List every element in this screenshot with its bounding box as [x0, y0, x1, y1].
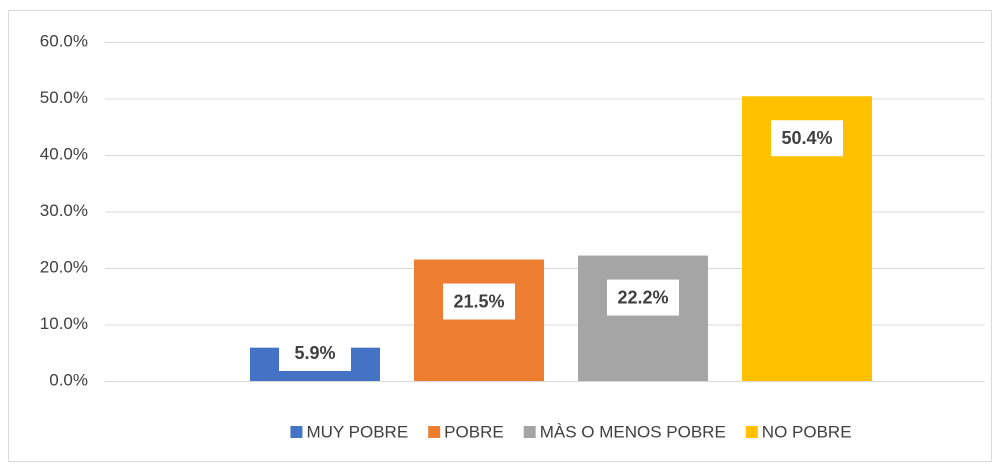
legend-label: POBRE [444, 422, 504, 441]
bar [414, 259, 544, 381]
data-label: 5.9% [294, 343, 335, 363]
data-label-box [443, 283, 515, 320]
y-tick-label: 60.0% [40, 31, 88, 50]
data-label: 50.4% [781, 128, 832, 148]
bar [578, 255, 708, 381]
data-label: 22.2% [617, 287, 668, 307]
y-tick-label: 10.0% [40, 314, 88, 333]
data-label-box [771, 120, 843, 157]
legend-label: MÀS O MENOS POBRE [540, 422, 726, 441]
legend-label: MUY POBRE [306, 422, 408, 441]
y-tick-label: 20.0% [40, 257, 88, 276]
y-tick-label: 30.0% [40, 201, 88, 220]
legend-swatch [745, 426, 758, 438]
legend-swatch [290, 426, 303, 438]
legend-swatch [428, 426, 441, 438]
data-label-box [279, 335, 351, 371]
y-tick-label: 0.0% [49, 370, 88, 389]
y-tick-label: 40.0% [40, 144, 88, 163]
legend-swatch [523, 426, 536, 438]
legend-label: NO POBRE [762, 422, 852, 441]
data-label: 21.5% [453, 291, 504, 311]
y-tick-label: 50.0% [40, 88, 88, 107]
data-label-box [607, 279, 679, 316]
